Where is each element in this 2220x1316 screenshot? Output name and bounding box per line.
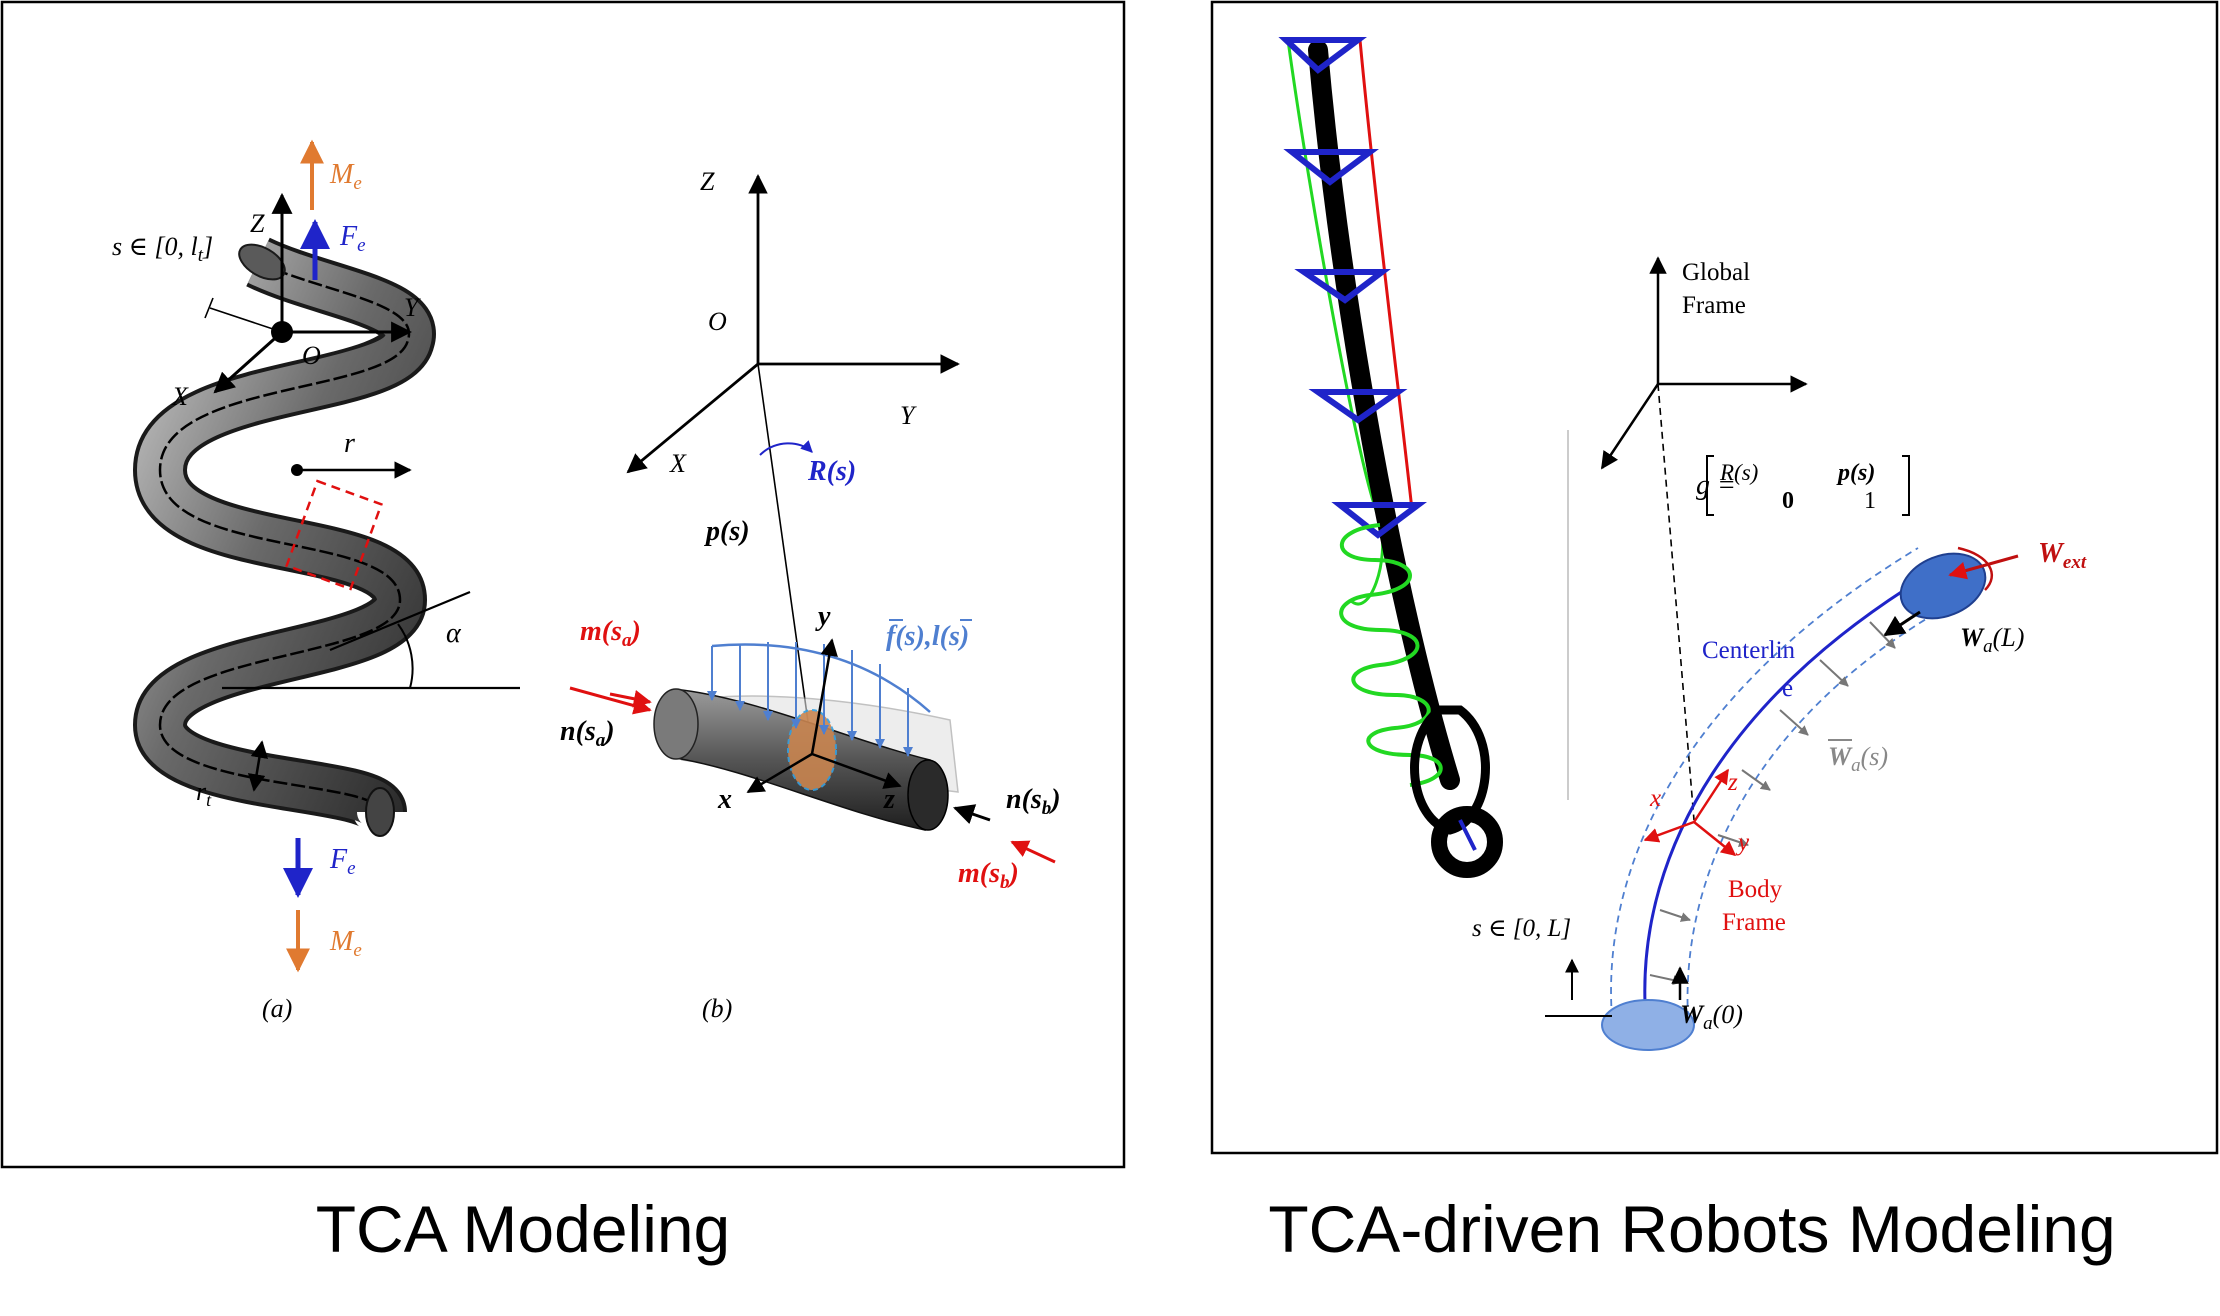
rotation-label: R(s) [807,456,856,487]
moment-bottom-label: Me [329,926,362,961]
body-frame-label-1: Body [1728,876,1783,903]
centerline-label-1: Centerlin [1702,637,1796,664]
panel-a-sublabel: (a) [262,994,292,1023]
force-a-label: n(sa) [560,716,615,751]
moment-a-label: m(sa) [580,616,641,651]
right-panel-frame [1210,0,2219,1155]
axis-x-label: X [171,382,189,411]
robot-body-model [1601,547,1987,1051]
wext-arc [1957,546,1994,591]
position-label: p(s) [704,516,750,547]
axis-z-label: Z [250,209,265,238]
panel-a-global-frame [204,192,413,394]
body-x-label: x [717,784,732,815]
moment-b-arrow [1010,840,1056,864]
global-frame-label-1: Global [1682,259,1750,286]
wa-s-label: Wa(s) [1828,742,1888,776]
robot-arm [1278,37,1503,878]
helix-angle-label: α [446,618,462,649]
wext-label: Wext [2038,538,2087,573]
b-origin-label: O [708,307,727,336]
moment-a-arrow [569,686,652,715]
b-axis-x-label: X [669,449,687,478]
g-one-label: 1 [1864,488,1876,514]
body-frame-label-2: Frame [1722,909,1786,936]
rotation-arc [759,440,813,456]
tube-radius-label: rt [196,777,212,810]
wa-L-arrow [1883,610,1921,637]
origin-label: O [302,341,321,370]
robot-body-frame [1643,768,1737,856]
caption-tca-modeling: TCA Modeling [316,1192,731,1266]
selected-segment-box [285,479,383,591]
rod-element [653,688,959,831]
robot-body-x-label: x [1649,785,1661,812]
axis-y-label: Y [404,293,421,322]
force-bottom-label: Fe [329,844,356,879]
g-r-label: R(s) [1719,460,1758,485]
radius-label: r [344,428,355,459]
force-b-label: n(sb) [1006,784,1061,819]
moment-top-label: Me [329,159,362,194]
centerline-label-2: e [1782,675,1793,702]
wa-0-label: Wa(0) [1680,1000,1743,1034]
caption-tca-robots-modeling: TCA-driven Robots Modeling [1268,1192,2115,1266]
force-top-label: Fe [339,221,366,256]
arc-param-label: s ∈ [0, lt] [112,232,213,266]
b-axis-y-label: Y [900,401,917,430]
wa-L-label: Wa(L) [1960,623,2024,657]
panel-b-global-frame [626,174,960,474]
force-b-arrow [953,804,991,825]
panel-b-sublabel: (b) [702,994,732,1023]
robot-body-z-label: z [1727,769,1738,796]
element-body-frame [746,638,902,794]
distributed-load-label: f(s),l(s) [886,621,969,652]
g-lhs-label: g = [1696,470,1736,501]
body-y-label: y [815,601,831,632]
arc-length-marker [1545,958,1612,1017]
g-zero-label: 0 [1782,488,1794,514]
b-axis-z-label: Z [700,167,715,196]
robot-arc-param-label: s ∈ [0, L] [1472,915,1571,942]
transform-matrix [1706,455,1910,516]
helix-angle-marker [222,590,520,690]
distributed-load [707,642,931,757]
g-p-label: p(s) [1836,460,1875,486]
robot-global-frame [1600,256,1808,821]
global-frame-label-2: Frame [1682,292,1746,319]
moment-b-label: m(sb) [958,858,1019,893]
wext-arrow [1948,554,2019,580]
body-z-label: z [883,784,895,815]
left-panel-frame [0,0,1126,1169]
position-vector [757,363,811,737]
robot-body-y-label: y [1735,829,1750,856]
tube-radius-arrow [247,740,269,792]
